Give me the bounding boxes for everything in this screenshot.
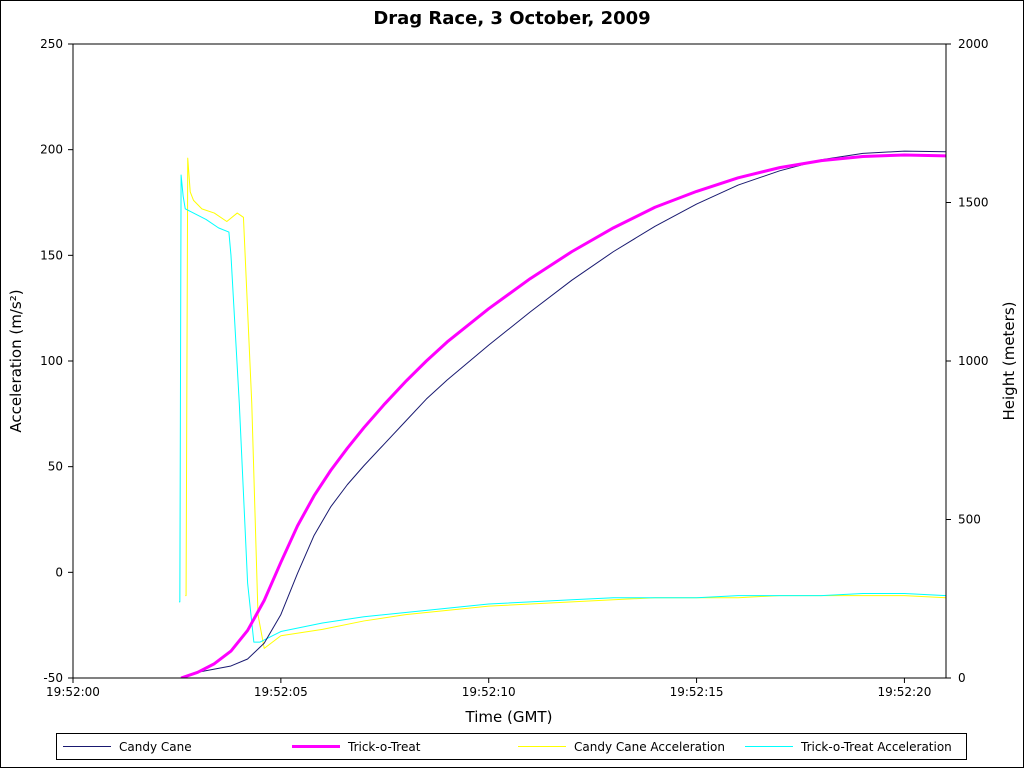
y-axis-right-label: Height (meters): [1000, 302, 1018, 421]
y-left-tick-label: 150: [40, 248, 63, 262]
x-axis-label: Time (GMT): [465, 708, 553, 726]
series-line-trick-o-treat: [180, 153, 946, 678]
legend-label-trick-o-treat: Trick-o-Treat: [348, 739, 421, 754]
y-left-tick-label: 50: [48, 460, 63, 474]
y-right-tick-label: 500: [958, 513, 981, 527]
legend-label-candy-cane: Candy Cane: [119, 739, 192, 754]
legend-item-trick-o-treat-acceleration: Trick-o-Treat Acceleration: [745, 734, 952, 759]
chart-title: Drag Race, 3 October, 2009: [373, 8, 650, 29]
y-left-tick-label: -50: [43, 671, 63, 685]
legend-label-candy-cane-acceleration: Candy Cane Acceleration: [574, 739, 725, 754]
series-line-candy-cane: [180, 150, 946, 678]
y-right-tick-label: 0: [958, 671, 966, 685]
x-tick-label: 19:52:00: [46, 685, 100, 699]
y-left-tick-label: 200: [40, 143, 63, 157]
plot-area: [72, 43, 947, 679]
legend-swatch-trick-o-treat-acceleration: [745, 746, 793, 747]
legend: Candy Cane Trick-o-Treat Candy Cane Acce…: [56, 733, 967, 760]
legend-swatch-trick-o-treat: [292, 745, 340, 748]
y-left-tick-label: 250: [40, 37, 63, 51]
legend-swatch-candy-cane: [63, 746, 111, 747]
x-tick-label: 19:52:15: [670, 685, 724, 699]
x-tick-label: 19:52:05: [254, 685, 308, 699]
legend-swatch-candy-cane-acceleration: [518, 746, 566, 747]
legend-item-trick-o-treat: Trick-o-Treat: [292, 734, 420, 759]
legend-item-candy-cane: Candy Cane: [63, 734, 192, 759]
legend-label-trick-o-treat-acceleration: Trick-o-Treat Acceleration: [801, 739, 952, 754]
y-left-tick-label: 100: [40, 354, 63, 368]
series-line-trick-o-treat-acceleration: [179, 174, 946, 643]
y-right-tick-label: 2000: [958, 37, 989, 51]
x-tick-label: 19:52:10: [462, 685, 516, 699]
y-axis-left-label: Acceleration (m/s²): [7, 289, 25, 432]
y-right-tick-label: 1500: [958, 196, 989, 210]
y-left-tick-label: 0: [55, 565, 63, 579]
legend-item-candy-cane-acceleration: Candy Cane Acceleration: [518, 734, 725, 759]
x-tick-label: 19:52:20: [877, 685, 931, 699]
y-right-tick-label: 1000: [958, 354, 989, 368]
series-line-candy-cane-acceleration: [185, 157, 946, 649]
